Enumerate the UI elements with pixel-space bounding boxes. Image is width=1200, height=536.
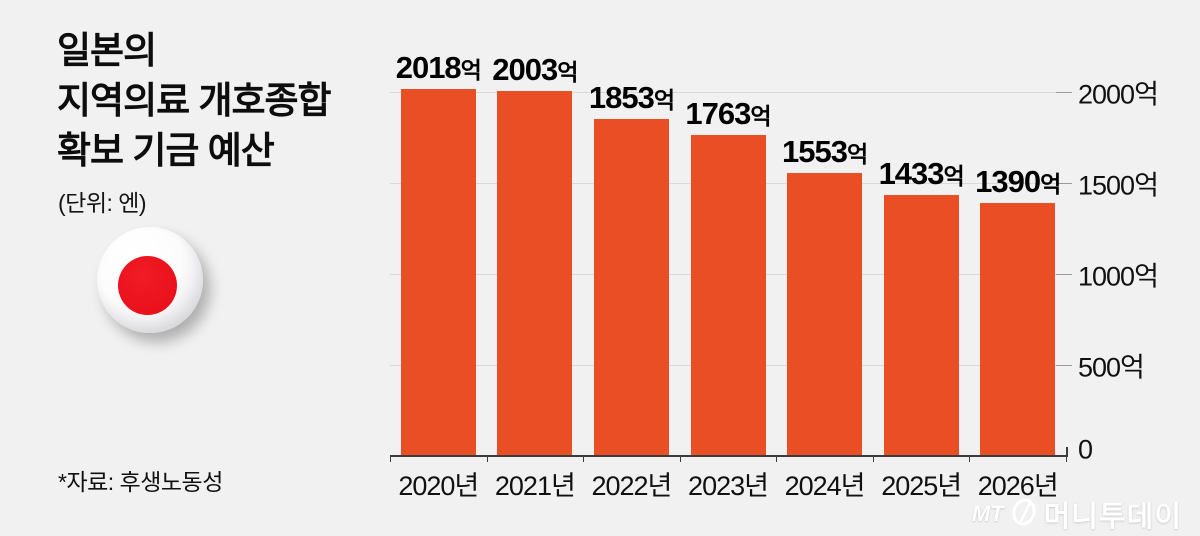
bar-value-2025년: 1433억 bbox=[878, 156, 965, 192]
x-axis-label-2023년: 2023년 bbox=[688, 471, 769, 501]
bar-2021년[interactable] bbox=[497, 91, 573, 456]
mt-logo-text: MT bbox=[971, 501, 1004, 526]
bar-value-2026년: 1390억 bbox=[975, 164, 1061, 200]
bar-value-number: 1763 bbox=[685, 96, 751, 132]
y-axis-tick-1000 bbox=[1056, 273, 1072, 275]
x-axis-label-2022년: 2022년 bbox=[591, 471, 672, 501]
logo-wordmark: 머니투데이 bbox=[1043, 501, 1182, 533]
x-axis-tick-6 bbox=[969, 456, 971, 462]
bar-value-number: 1853 bbox=[588, 79, 655, 115]
y-axis-label-2000: 2000억 bbox=[1078, 79, 1159, 110]
x-axis-label-2026년: 2026년 bbox=[977, 471, 1059, 501]
x-axis-label-2025년: 2025년 bbox=[881, 471, 962, 501]
y-axis-label-0: 0 bbox=[1078, 434, 1093, 465]
x-axis-tick-0 bbox=[390, 456, 391, 462]
bar-value-2024년: 1553억 bbox=[781, 134, 868, 170]
bar-value-number: 1390 bbox=[975, 164, 1041, 200]
bar-value-suffix: 억 bbox=[846, 141, 868, 168]
unit-label: (단위: 엔) bbox=[58, 190, 147, 216]
bar-value-number: 2003 bbox=[492, 52, 558, 88]
bar-value-2021년: 2003억 bbox=[492, 52, 578, 88]
bar-2020년[interactable] bbox=[400, 88, 476, 456]
x-axis-label-2020년: 2020년 bbox=[398, 471, 479, 501]
japan-flag-red-dot bbox=[118, 256, 177, 315]
x-axis-tick-7 bbox=[1066, 456, 1067, 462]
moneytoday-logo: MT 머니투데이 bbox=[971, 497, 1182, 533]
bar-value-suffix: 억 bbox=[460, 56, 482, 83]
bar-value-number: 1433 bbox=[878, 156, 945, 192]
x-axis-tick-2 bbox=[583, 456, 585, 462]
gridline-2000 bbox=[390, 91, 1066, 93]
bar-value-suffix: 억 bbox=[943, 163, 965, 190]
bar-2025년[interactable] bbox=[883, 195, 959, 456]
axis-end-tick bbox=[1066, 447, 1068, 456]
bar-2026년[interactable] bbox=[980, 203, 1056, 456]
mt-logo-circle-icon bbox=[1011, 498, 1037, 531]
bar-value-2022년: 1853억 bbox=[588, 79, 675, 116]
x-axis-tick-5 bbox=[872, 456, 874, 462]
x-axis-tick-4 bbox=[776, 456, 778, 462]
x-axis-label-2024년: 2024년 bbox=[784, 471, 866, 501]
x-axis-tick-1 bbox=[486, 456, 488, 462]
x-axis-label-2021년: 2021년 bbox=[494, 471, 576, 501]
y-axis-tick-2000 bbox=[1056, 91, 1072, 93]
japan-flag-icon bbox=[97, 227, 203, 333]
bar-2024년[interactable] bbox=[787, 173, 863, 456]
bar-value-2023년: 1763억 bbox=[685, 96, 771, 132]
bar-value-number: 2018 bbox=[395, 49, 462, 85]
y-axis-label-500: 500억 bbox=[1078, 352, 1145, 383]
x-axis-line bbox=[390, 455, 1068, 457]
bar-value-number: 1553 bbox=[781, 134, 848, 170]
bar-value-suffix: 억 bbox=[653, 86, 675, 113]
bar-value-suffix: 억 bbox=[1040, 171, 1061, 198]
bar-2022년[interactable] bbox=[593, 118, 669, 456]
y-axis-label-1500: 1500억 bbox=[1078, 170, 1159, 201]
y-axis-tick-500 bbox=[1056, 364, 1072, 366]
y-axis-label-1000: 1000억 bbox=[1078, 261, 1159, 292]
source-note: *자료: 후생노동성 bbox=[58, 469, 223, 495]
bar-value-suffix: 억 bbox=[557, 59, 578, 86]
bar-value-suffix: 억 bbox=[750, 103, 771, 130]
chart-title: 일본의 지역의료 개호종합 확보 기금 예산 bbox=[57, 30, 332, 171]
x-axis-tick-3 bbox=[679, 456, 681, 462]
bar-value-2020년: 2018억 bbox=[395, 49, 482, 86]
bar-2023년[interactable] bbox=[690, 135, 766, 456]
y-axis-tick-1500 bbox=[1056, 182, 1072, 184]
